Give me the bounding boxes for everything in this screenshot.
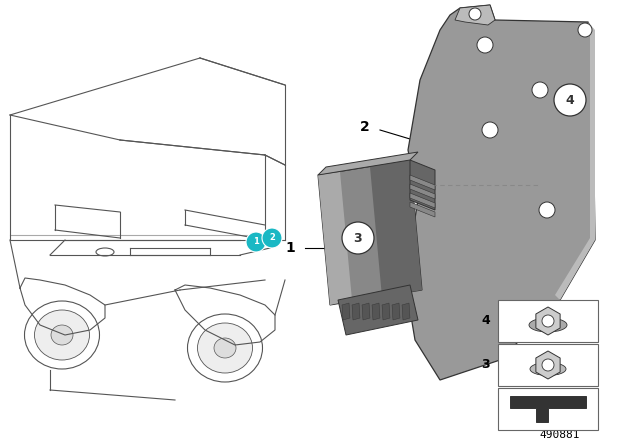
Polygon shape — [536, 307, 560, 335]
Polygon shape — [318, 152, 418, 175]
Circle shape — [482, 122, 498, 138]
Polygon shape — [342, 303, 350, 320]
Polygon shape — [382, 303, 390, 320]
Circle shape — [262, 228, 282, 248]
Polygon shape — [536, 351, 560, 379]
Circle shape — [469, 8, 481, 20]
Polygon shape — [352, 303, 360, 320]
Ellipse shape — [96, 248, 114, 256]
Polygon shape — [455, 5, 495, 25]
Text: 490881: 490881 — [540, 430, 580, 440]
Circle shape — [542, 359, 554, 371]
Ellipse shape — [188, 314, 262, 382]
FancyBboxPatch shape — [498, 344, 598, 386]
Circle shape — [342, 222, 374, 254]
Ellipse shape — [530, 362, 566, 375]
Polygon shape — [510, 396, 586, 422]
Circle shape — [554, 84, 586, 116]
Ellipse shape — [198, 323, 253, 373]
Polygon shape — [362, 303, 370, 320]
Ellipse shape — [214, 338, 236, 358]
Circle shape — [246, 232, 266, 252]
Polygon shape — [318, 172, 352, 305]
Polygon shape — [338, 285, 418, 335]
Polygon shape — [318, 160, 422, 305]
Polygon shape — [410, 175, 435, 190]
Circle shape — [532, 82, 548, 98]
Text: 2: 2 — [360, 120, 370, 134]
Polygon shape — [372, 303, 380, 320]
Polygon shape — [370, 160, 422, 297]
Text: 4: 4 — [482, 314, 490, 327]
Ellipse shape — [529, 318, 567, 332]
Ellipse shape — [35, 310, 90, 360]
Text: 1: 1 — [253, 237, 259, 246]
Text: 3: 3 — [354, 232, 362, 245]
Polygon shape — [410, 184, 435, 199]
Ellipse shape — [51, 325, 73, 345]
Polygon shape — [405, 5, 595, 380]
Text: 3: 3 — [482, 358, 490, 371]
Text: 4: 4 — [566, 94, 574, 107]
Polygon shape — [410, 193, 435, 208]
Ellipse shape — [24, 301, 99, 369]
Polygon shape — [410, 202, 435, 217]
Polygon shape — [402, 303, 410, 320]
FancyBboxPatch shape — [498, 388, 598, 430]
Polygon shape — [555, 22, 595, 300]
Text: 2: 2 — [269, 233, 275, 242]
Circle shape — [477, 37, 493, 53]
FancyBboxPatch shape — [498, 300, 598, 342]
Circle shape — [542, 315, 554, 327]
Polygon shape — [410, 160, 435, 210]
Circle shape — [539, 202, 555, 218]
Circle shape — [578, 23, 592, 37]
Text: 1: 1 — [285, 241, 295, 255]
Polygon shape — [392, 303, 400, 320]
